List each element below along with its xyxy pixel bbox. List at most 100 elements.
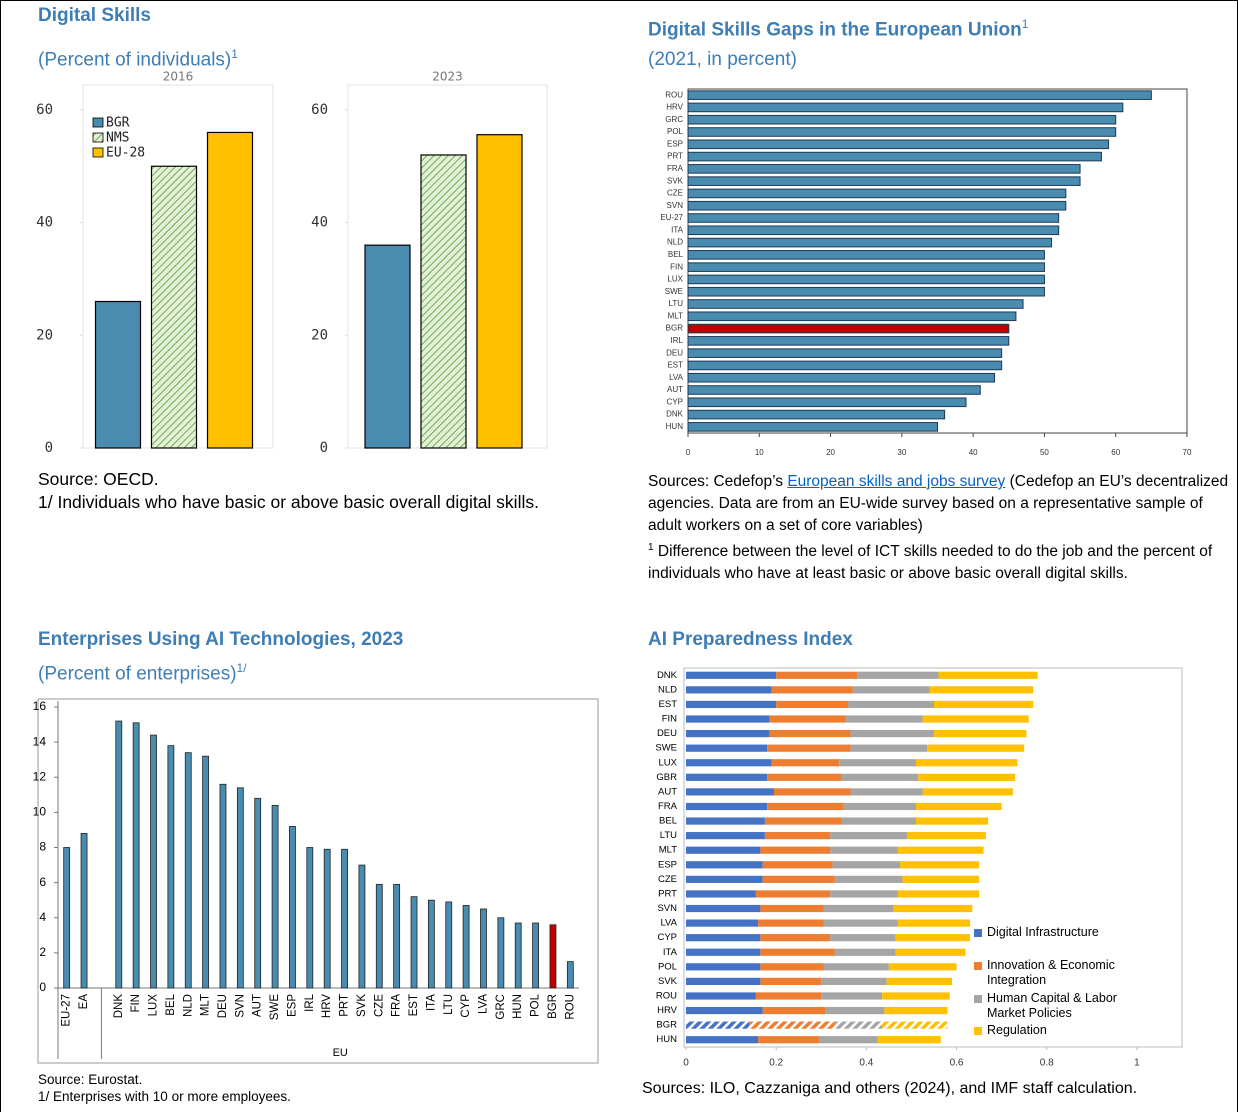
bar: [206, 131, 254, 449]
y-tick-label: AUT: [658, 786, 677, 797]
bar: [687, 188, 1067, 199]
y-tick-label: 14: [33, 734, 47, 748]
bar-segment: [686, 890, 756, 898]
footnote-mark: 1: [231, 47, 238, 61]
bar: [687, 397, 967, 408]
bar: [687, 262, 1045, 272]
legend-swatch: [974, 962, 982, 970]
bar-segment: [895, 948, 966, 956]
source: Source: Eurostat.: [38, 1072, 143, 1087]
y-tick-label: FIN: [662, 714, 677, 725]
y-tick-label: LUX: [659, 757, 678, 768]
bar: [364, 244, 411, 449]
bar-segment: [686, 861, 763, 869]
bar: [687, 422, 938, 432]
bar-segment: [823, 904, 894, 913]
bar-segment: [884, 1006, 948, 1015]
x-tick-label: 50: [1040, 448, 1049, 457]
bar: [341, 848, 348, 989]
source-block: Source: Eurostat. 1/ Enterprises with 10…: [38, 1071, 598, 1105]
bar-segment: [760, 934, 831, 942]
y-tick-label: CYP: [657, 932, 677, 943]
subtitle-text: (Percent of individuals): [38, 49, 232, 71]
legend-label: BGR: [106, 116, 130, 131]
bar-segment: [821, 977, 887, 986]
y-tick-label: ESP: [667, 139, 683, 148]
bar: [115, 720, 123, 989]
x-tick-label: LUX: [148, 994, 160, 1017]
y-tick-label: LVA: [660, 918, 677, 929]
y-tick-label: SWE: [665, 287, 683, 296]
x-tick-label: SVK: [356, 994, 368, 1017]
bar-segment: [749, 1021, 835, 1029]
bar: [94, 300, 142, 449]
bar-segment: [760, 846, 831, 854]
y-tick-label: SVK: [658, 976, 678, 987]
chart-frame: [37, 698, 599, 1064]
footnote-mark: 1: [1021, 17, 1029, 31]
bar-segment: [760, 948, 835, 956]
bar: [427, 899, 435, 989]
legend-label: EU-28: [106, 146, 145, 161]
note: Difference between the level of ICT skil…: [648, 543, 1213, 583]
bar: [375, 883, 383, 989]
y-tick-label: AUT: [667, 385, 683, 394]
bar-segment: [764, 832, 831, 840]
legend-label: Human Capital & Labor Market Policies: [987, 991, 1117, 1020]
y-tick-label: MLT: [659, 845, 677, 856]
x-tick-label: CYP: [460, 994, 472, 1018]
bar-segment: [686, 802, 768, 811]
bar-segment: [686, 1006, 763, 1015]
y-tick-label: EST: [667, 361, 683, 370]
y-tick-label: LTU: [660, 830, 677, 841]
y-tick-label: HRV: [657, 1005, 678, 1016]
y-tick-label: GBR: [656, 772, 677, 783]
source: Sources: Cedefop’s: [648, 473, 783, 490]
bar: [132, 722, 140, 989]
y-tick-label: 12: [33, 769, 47, 783]
facet-title: 2016: [163, 70, 194, 84]
x-tick-label: CZE: [373, 994, 385, 1017]
y-tick-label: ITA: [663, 947, 678, 958]
x-tick-label: HUN: [512, 994, 524, 1019]
y-tick-label: ESP: [658, 859, 677, 870]
y-tick-label: CYP: [667, 397, 683, 406]
bar: [687, 176, 1081, 186]
y-tick-label: LUX: [667, 275, 683, 284]
bar-segment: [857, 671, 939, 679]
source-detail: (Cedefop an EU’s decentralized agencies.…: [648, 473, 1229, 534]
bar-segment: [686, 1036, 759, 1044]
bar-segment: [848, 700, 934, 709]
bar-segment: [825, 1006, 885, 1015]
bar-segment: [897, 890, 980, 898]
bar-segment: [760, 963, 824, 971]
x-tick-label: EU-27: [61, 994, 73, 1027]
note: 1/ Enterprises with 10 or more employees…: [38, 1089, 291, 1104]
bar: [687, 225, 1060, 236]
bar: [687, 286, 1045, 297]
x-tick-label: 0.8: [1040, 1058, 1054, 1069]
y-tick-label: FIN: [670, 262, 683, 271]
y-tick-label: FRA: [667, 164, 684, 173]
bar-segment: [834, 1021, 883, 1029]
bar-segment: [686, 832, 765, 840]
bar: [476, 134, 523, 449]
y-tick-label: LTU: [668, 299, 683, 308]
source-block: Sources: Cedefop’s European skills and j…: [648, 471, 1233, 585]
bar-segment: [834, 875, 903, 883]
source-link[interactable]: European skills and jobs survey: [787, 473, 1006, 490]
bar: [687, 311, 1017, 322]
bar: [184, 752, 192, 989]
bar: [687, 90, 1152, 100]
legend-label: Innovation & Economic Integration: [987, 958, 1115, 987]
x-tick-label: 0.4: [859, 1058, 873, 1069]
bar: [480, 908, 487, 989]
bar-segment: [776, 671, 858, 679]
x-tick-label: PRT: [339, 994, 351, 1017]
legend-label: NMS: [106, 131, 129, 146]
x-tick-label: ESP: [286, 994, 298, 1017]
bar: [566, 961, 574, 989]
x-tick-label: BEL: [165, 993, 177, 1015]
bar-segment: [686, 671, 777, 679]
